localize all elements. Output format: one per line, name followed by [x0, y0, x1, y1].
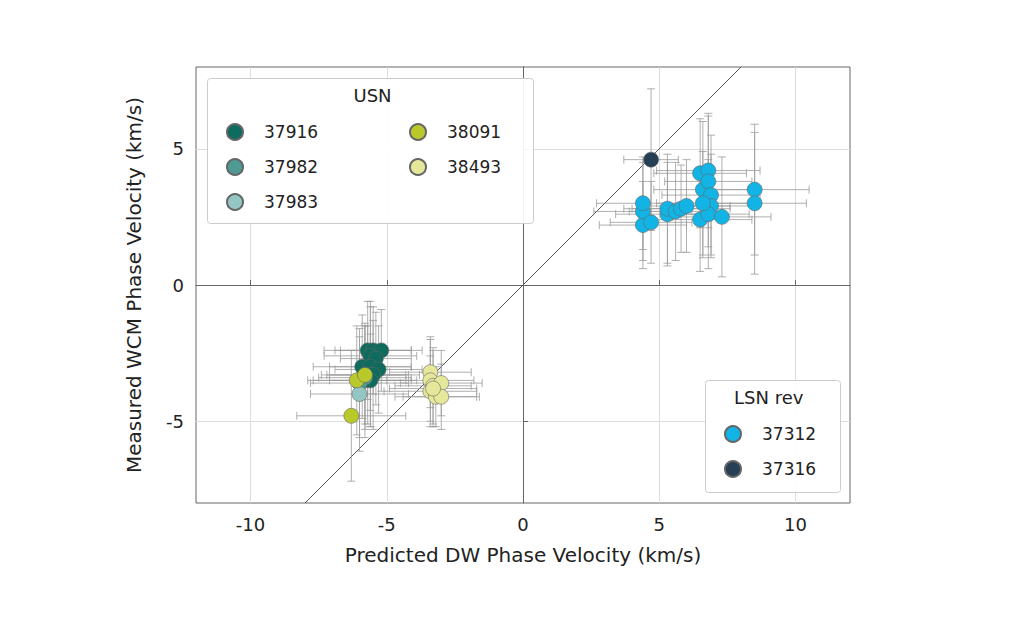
svg-text:38091: 38091	[447, 122, 501, 142]
svg-text:38493: 38493	[447, 157, 501, 177]
svg-text:37983: 37983	[264, 192, 318, 212]
svg-text:-5: -5	[378, 514, 396, 535]
svg-text:Predicted DW Phase Velocity (k: Predicted DW Phase Velocity (km/s)	[345, 543, 702, 567]
svg-text:37312: 37312	[762, 424, 816, 444]
svg-text:-5: -5	[166, 411, 184, 432]
svg-text:USN: USN	[354, 85, 392, 106]
svg-text:37982: 37982	[264, 157, 318, 177]
svg-text:-10: -10	[236, 514, 265, 535]
svg-text:0: 0	[173, 275, 184, 296]
svg-text:37316: 37316	[762, 459, 816, 479]
svg-text:LSN rev: LSN rev	[734, 387, 804, 408]
svg-text:Measured WCM Phase Velocity (k: Measured WCM Phase Velocity (km/s)	[122, 97, 146, 473]
svg-text:37916: 37916	[264, 122, 318, 142]
svg-text:5: 5	[654, 514, 665, 535]
svg-text:10: 10	[784, 514, 807, 535]
svg-text:0: 0	[517, 514, 528, 535]
svg-text:5: 5	[173, 138, 184, 159]
